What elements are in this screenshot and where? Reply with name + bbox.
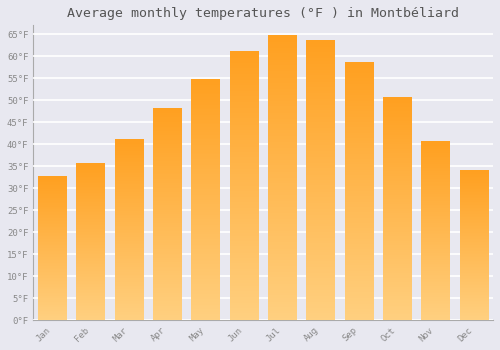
Bar — [268, 36, 296, 321]
Title: Average monthly temperatures (°F ) in Montbéliard: Average monthly temperatures (°F ) in Mo… — [67, 7, 459, 20]
Bar — [153, 109, 182, 321]
Bar — [306, 41, 335, 321]
Bar — [421, 142, 450, 321]
Bar — [230, 52, 258, 321]
Bar — [38, 177, 67, 321]
Bar — [114, 140, 144, 321]
Bar — [344, 63, 374, 321]
Bar — [192, 80, 220, 321]
Bar — [460, 171, 488, 321]
Bar — [383, 98, 412, 321]
Bar — [76, 164, 105, 321]
